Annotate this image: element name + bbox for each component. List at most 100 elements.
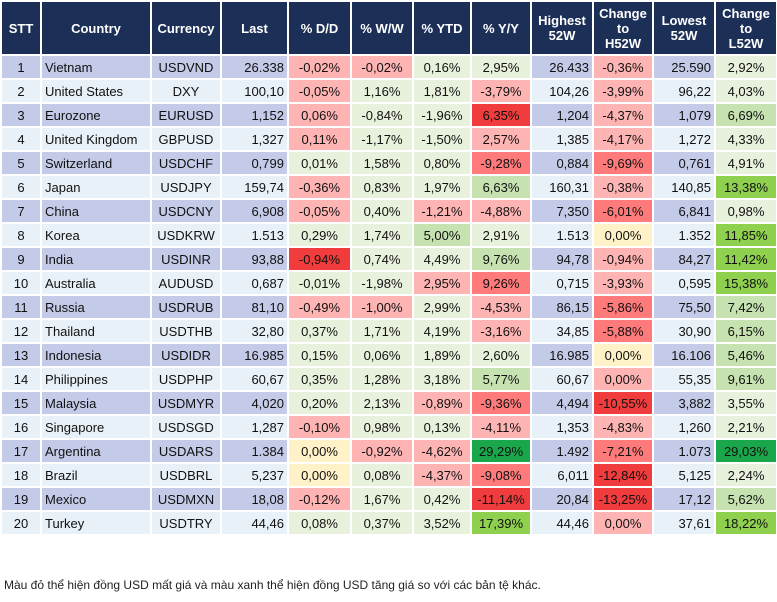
cell-yy: -4,53% (470, 294, 532, 320)
cell-ww: -1,17% (350, 126, 414, 152)
cell-ch: 0,00% (592, 366, 654, 392)
cell-currency: USDCHF (150, 150, 222, 176)
column-header: Last (220, 0, 289, 56)
table-row: 8 Korea USDKRW 1.513 0,29% 1,74% 5,00% 2,91% 1.5… (0, 222, 777, 248)
cell-high: 16.985 (530, 342, 594, 368)
cell-ch: -10,55% (592, 390, 654, 416)
cell-last: 1,287 (220, 414, 289, 440)
cell-stt: 6 (0, 174, 42, 200)
cell-cl: 13,38% (714, 174, 777, 200)
cell-cl: 11,85% (714, 222, 777, 248)
cell-stt: 14 (0, 366, 42, 392)
cell-stt: 19 (0, 486, 42, 512)
cell-low: 140,85 (652, 174, 716, 200)
cell-country: Singapore (40, 414, 152, 440)
cell-country: United States (40, 78, 152, 104)
cell-high: 4,494 (530, 390, 594, 416)
cell-low: 84,27 (652, 246, 716, 272)
cell-stt: 10 (0, 270, 42, 296)
column-header: Change to H52W (592, 0, 654, 56)
cell-country: Australia (40, 270, 152, 296)
cell-high: 0,884 (530, 150, 594, 176)
cell-cl: 0,98% (714, 198, 777, 224)
cell-ww: -0,02% (350, 54, 414, 80)
cell-currency: USDBRL (150, 462, 222, 488)
cell-country: Philippines (40, 366, 152, 392)
cell-currency: GBPUSD (150, 126, 222, 152)
cell-ytd: 4,49% (412, 246, 472, 272)
cell-ww: -1,98% (350, 270, 414, 296)
cell-dd: -0,05% (287, 198, 352, 224)
cell-cl: 6,69% (714, 102, 777, 128)
table-row: 12 Thailand USDTHB 32,80 0,37% 1,71% 4,19% -3,1… (0, 318, 777, 344)
cell-last: 93,88 (220, 246, 289, 272)
cell-last: 1.384 (220, 438, 289, 464)
cell-ww: 1,71% (350, 318, 414, 344)
cell-ch: -4,37% (592, 102, 654, 128)
cell-yy: 2,60% (470, 342, 532, 368)
cell-ww: -0,92% (350, 438, 414, 464)
cell-high: 20,84 (530, 486, 594, 512)
cell-ww: 1,58% (350, 150, 414, 176)
cell-cl: 2,24% (714, 462, 777, 488)
cell-dd: 0,29% (287, 222, 352, 248)
cell-last: 18,08 (220, 486, 289, 512)
cell-dd: 0,35% (287, 366, 352, 392)
cell-yy: -9,08% (470, 462, 532, 488)
cell-cl: 15,38% (714, 270, 777, 296)
cell-stt: 15 (0, 390, 42, 416)
cell-country: Vietnam (40, 54, 152, 80)
cell-ww: 0,40% (350, 198, 414, 224)
cell-ytd: 0,13% (412, 414, 472, 440)
cell-last: 32,80 (220, 318, 289, 344)
cell-ww: 0,83% (350, 174, 414, 200)
cell-country: Korea (40, 222, 152, 248)
cell-currency: AUDUSD (150, 270, 222, 296)
cell-high: 60,67 (530, 366, 594, 392)
cell-ytd: 2,99% (412, 294, 472, 320)
cell-ytd: -0,89% (412, 390, 472, 416)
cell-dd: -0,49% (287, 294, 352, 320)
table-row: 20 Turkey USDTRY 44,46 0,08% 0,37% 3,52% 17,39%… (0, 510, 777, 536)
cell-stt: 20 (0, 510, 42, 536)
cell-stt: 9 (0, 246, 42, 272)
table-row: 9 India USDINR 93,88 -0,94% 0,74% 4,49% 9,76% 94… (0, 246, 777, 272)
cell-ww: -1,00% (350, 294, 414, 320)
cell-low: 6,841 (652, 198, 716, 224)
cell-stt: 13 (0, 342, 42, 368)
cell-high: 86,15 (530, 294, 594, 320)
cell-currency: USDVND (150, 54, 222, 80)
cell-yy: -4,88% (470, 198, 532, 224)
cell-yy: 2,57% (470, 126, 532, 152)
cell-dd: -0,36% (287, 174, 352, 200)
cell-last: 0,687 (220, 270, 289, 296)
cell-stt: 7 (0, 198, 42, 224)
cell-ytd: 1,81% (412, 78, 472, 104)
cell-stt: 3 (0, 102, 42, 128)
cell-ytd: 3,52% (412, 510, 472, 536)
table-row: 7 China USDCNY 6,908 -0,05% 0,40% -1,21% -4,88%… (0, 198, 777, 224)
cell-dd: 0,20% (287, 390, 352, 416)
table-row: 14 Philippines USDPHP 60,67 0,35% 1,28% 3,18% 5… (0, 366, 777, 392)
cell-ch: -0,94% (592, 246, 654, 272)
table-row: 6 Japan USDJPY 159,74 -0,36% 0,83% 1,97% 6,63% 1… (0, 174, 777, 200)
cell-stt: 17 (0, 438, 42, 464)
cell-yy: -4,11% (470, 414, 532, 440)
cell-yy: 9,76% (470, 246, 532, 272)
cell-ytd: 1,97% (412, 174, 472, 200)
table-row: 15 Malaysia USDMYR 4,020 0,20% 2,13% -0,89% -9,… (0, 390, 777, 416)
cell-ww: 2,13% (350, 390, 414, 416)
cell-last: 6,908 (220, 198, 289, 224)
cell-country: Mexico (40, 486, 152, 512)
cell-cl: 2,21% (714, 414, 777, 440)
cell-currency: USDARS (150, 438, 222, 464)
table-body: 1 Vietnam USDVND 26.338 -0,02% -0,02% 0,16% 2,9… (0, 54, 777, 536)
cell-high: 104,26 (530, 78, 594, 104)
cell-ytd: 1,89% (412, 342, 472, 368)
cell-dd: -0,05% (287, 78, 352, 104)
cell-yy: -11,14% (470, 486, 532, 512)
cell-last: 1,152 (220, 102, 289, 128)
cell-last: 1,327 (220, 126, 289, 152)
cell-yy: 6,35% (470, 102, 532, 128)
cell-yy: 17,39% (470, 510, 532, 536)
